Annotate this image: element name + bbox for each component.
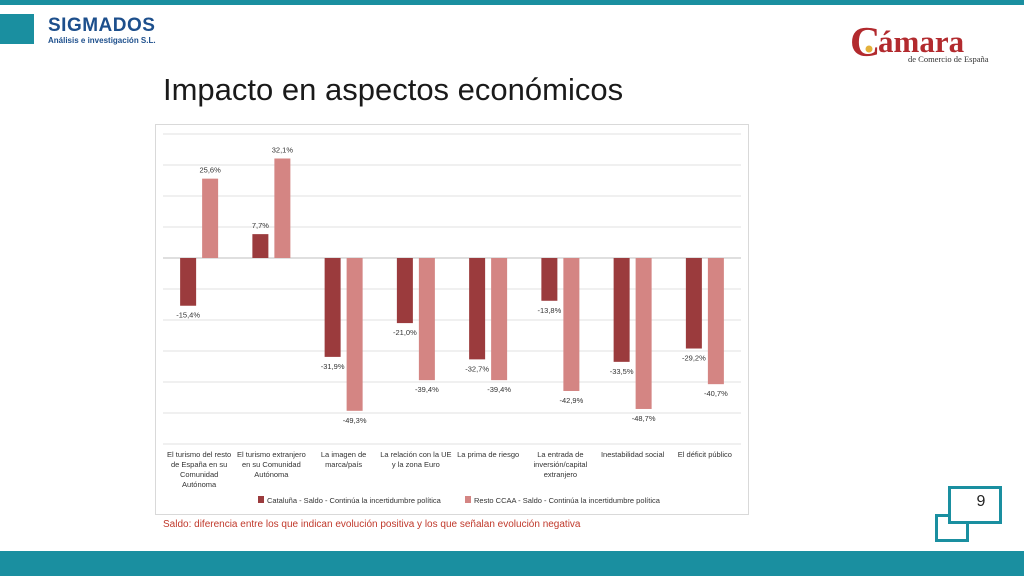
data-label: -21,0% (393, 328, 417, 337)
category-label: El déficit público (678, 450, 732, 459)
camara-initial: C (850, 22, 880, 66)
page-number: 9 (976, 493, 986, 510)
bar-chart: -15,4% 7,7% -31,9% -21,0% -32,7% -13,8% -33,5%… (163, 133, 741, 505)
camara-subtitle: de Comercio de España (908, 54, 989, 64)
bar-series2 (635, 258, 652, 409)
category-label-line: extranjero (544, 470, 577, 479)
legend-swatch (465, 496, 471, 503)
bar-series2 (202, 178, 219, 258)
category-label-line: y la zona Euro (392, 460, 440, 469)
data-label: -15,4% (176, 311, 200, 320)
bar-series1 (252, 234, 269, 258)
category-label-line: Inestabilidad social (601, 450, 665, 459)
data-label: -32,7% (465, 364, 489, 373)
category-label-line: El déficit público (678, 450, 732, 459)
category-label-line: La entrada de (537, 450, 583, 459)
bottom-accent-bar (0, 551, 1024, 576)
data-label: -29,2% (682, 354, 706, 363)
category-label-line: El turismo del resto (167, 450, 231, 459)
category-label-line: de España en su (171, 460, 227, 469)
category-label-line: Comunidad (180, 470, 218, 479)
data-label: 32,1% (272, 145, 294, 154)
category-label: El turismo del resto de España en su Comun… (167, 450, 231, 489)
category-label-line: inversión/capital (533, 460, 587, 469)
category-label-line: La imagen de (321, 450, 366, 459)
accent-square (0, 14, 34, 44)
data-label: -33,5% (610, 367, 634, 376)
company-name: SIGMADOS (48, 15, 156, 36)
camara-name: ámara (878, 24, 965, 59)
bar-series2 (563, 258, 580, 391)
data-label: -39,4% (415, 385, 439, 394)
bar-series1 (469, 258, 486, 360)
legend-label: Cataluña - Saldo - Continúa la incertidu… (267, 496, 442, 505)
category-label: El turismo extranjero en su Comunidad Autó… (237, 450, 306, 479)
data-label: -31,9% (321, 362, 345, 371)
category-label-line: El turismo extranjero (237, 450, 306, 459)
data-label: -42,9% (559, 396, 583, 405)
category-label: Inestabilidad social (601, 450, 665, 459)
category-label: La imagen de marca/país (321, 450, 366, 469)
category-label: La relación con la UE y la zona Euro (380, 450, 451, 469)
bar-series2 (274, 158, 291, 258)
camara-dot (865, 45, 873, 53)
page-number-box: 9 (946, 484, 1008, 528)
data-label: -48,7% (632, 414, 656, 423)
category-label-line: en su Comunidad (242, 460, 301, 469)
bar-series1 (396, 258, 413, 324)
company-subtitle: Análisis e investigación S.L. (48, 36, 156, 45)
slide-title: Impacto en aspectos económicos (163, 72, 624, 107)
legend-label: Resto CCAA - Saldo - Continúa la incerti… (474, 496, 661, 505)
category-label-line: marca/país (325, 460, 362, 469)
category-label: La prima de riesgo (457, 450, 519, 459)
top-accent-bar (0, 0, 1024, 5)
bar-series1 (685, 258, 702, 349)
page-number-frame (948, 486, 1002, 524)
data-label: -49,3% (343, 416, 367, 425)
footnote: Saldo: diferencia entre los que indican … (163, 519, 581, 530)
sigmados-logo: SIGMADOS Análisis e investigación S.L. (48, 16, 156, 46)
data-label: -13,8% (537, 306, 561, 315)
category-label-line: Autónoma (182, 480, 217, 489)
data-label: 25,6% (199, 166, 221, 175)
bar-series1 (180, 258, 197, 306)
bar-series2 (491, 258, 508, 381)
data-label: -39,4% (487, 385, 511, 394)
bar-series2 (418, 258, 435, 381)
camara-logo: C ámara de Comercio de España (850, 22, 989, 66)
category-label: La entrada de inversión/capital extranjero (533, 450, 587, 479)
category-label-line: La prima de riesgo (457, 450, 519, 459)
data-label: 7,7% (252, 221, 269, 230)
bar-series1 (541, 258, 558, 301)
legend-swatch (258, 496, 264, 503)
category-label-line: La relación con la UE (380, 450, 451, 459)
bar-series2 (346, 258, 363, 411)
data-label: -40,7% (704, 389, 728, 398)
bar-series2 (707, 258, 724, 385)
category-label-line: Autónoma (254, 470, 289, 479)
bar-series1 (613, 258, 630, 362)
bar-series1 (324, 258, 341, 357)
